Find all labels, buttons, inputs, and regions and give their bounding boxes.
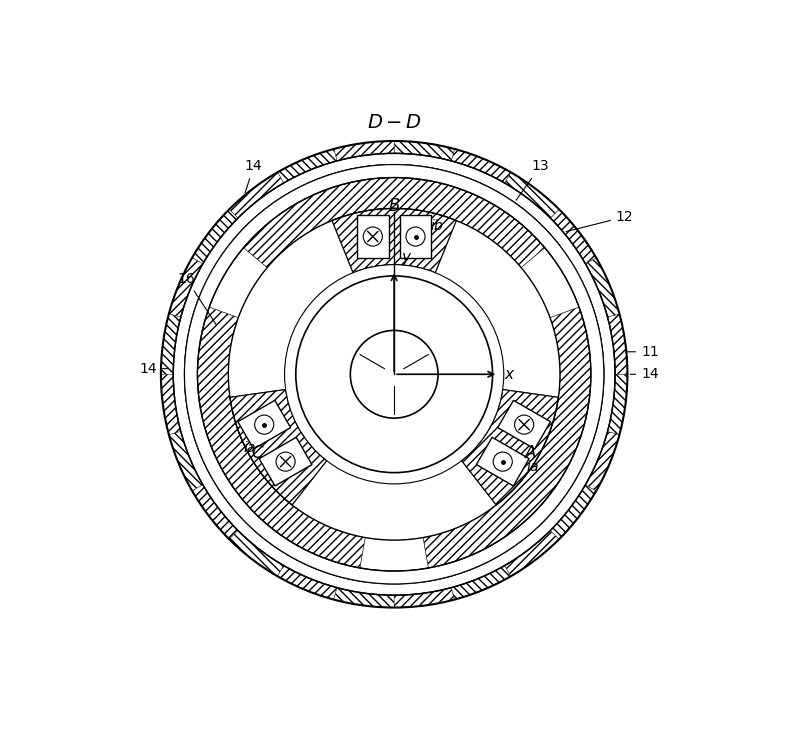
Wedge shape — [462, 390, 558, 505]
Wedge shape — [504, 172, 559, 218]
Text: $B$: $B$ — [388, 196, 400, 215]
Wedge shape — [394, 588, 455, 607]
Wedge shape — [277, 149, 337, 183]
Wedge shape — [169, 431, 203, 491]
Wedge shape — [334, 141, 394, 161]
Text: $D-D$: $D-D$ — [367, 113, 422, 132]
Text: $ia$: $ia$ — [526, 458, 540, 474]
Wedge shape — [521, 247, 579, 318]
Circle shape — [515, 415, 533, 434]
Text: $A$: $A$ — [524, 444, 537, 462]
Circle shape — [406, 227, 425, 246]
Polygon shape — [399, 215, 431, 258]
Wedge shape — [173, 153, 615, 595]
Wedge shape — [585, 258, 619, 317]
Circle shape — [285, 265, 504, 484]
Text: $x$: $x$ — [504, 366, 516, 382]
Text: 14: 14 — [245, 159, 262, 193]
Text: $ib$: $ib$ — [430, 218, 444, 233]
Wedge shape — [346, 277, 443, 334]
Wedge shape — [360, 537, 428, 571]
Wedge shape — [504, 531, 559, 576]
Circle shape — [229, 209, 560, 540]
Text: 13: 13 — [516, 159, 549, 200]
Wedge shape — [332, 209, 456, 272]
Circle shape — [276, 452, 295, 471]
Wedge shape — [418, 291, 491, 374]
Polygon shape — [259, 437, 312, 486]
Text: 14: 14 — [630, 367, 658, 381]
Polygon shape — [238, 400, 290, 449]
Text: $ia$: $ia$ — [243, 440, 257, 455]
Wedge shape — [585, 431, 619, 491]
Wedge shape — [332, 209, 456, 272]
Wedge shape — [192, 485, 238, 539]
Polygon shape — [476, 437, 529, 486]
Polygon shape — [357, 215, 388, 258]
Circle shape — [350, 331, 438, 418]
Text: 11: 11 — [627, 345, 658, 358]
Wedge shape — [277, 566, 337, 599]
Wedge shape — [184, 164, 589, 584]
Wedge shape — [298, 291, 371, 374]
Wedge shape — [452, 566, 511, 599]
Wedge shape — [192, 210, 238, 264]
Wedge shape — [161, 374, 180, 434]
Wedge shape — [394, 141, 455, 161]
Polygon shape — [498, 400, 550, 449]
Wedge shape — [608, 374, 627, 434]
Circle shape — [493, 452, 512, 471]
Wedge shape — [229, 164, 559, 253]
Wedge shape — [550, 485, 596, 539]
Wedge shape — [197, 307, 366, 568]
Wedge shape — [230, 390, 326, 505]
Text: 12: 12 — [566, 210, 634, 231]
Wedge shape — [608, 314, 627, 374]
Circle shape — [363, 227, 383, 246]
Wedge shape — [209, 247, 267, 318]
Wedge shape — [161, 314, 180, 374]
Wedge shape — [462, 390, 558, 505]
Wedge shape — [244, 177, 545, 268]
Wedge shape — [229, 172, 284, 218]
Wedge shape — [550, 210, 596, 264]
Wedge shape — [346, 415, 443, 471]
Wedge shape — [200, 164, 604, 584]
Wedge shape — [452, 149, 511, 183]
Wedge shape — [422, 296, 604, 582]
Wedge shape — [298, 374, 371, 458]
Circle shape — [255, 415, 273, 434]
Circle shape — [296, 276, 492, 472]
Wedge shape — [230, 390, 326, 505]
Wedge shape — [184, 245, 604, 584]
Text: 16: 16 — [177, 272, 217, 325]
Text: 14: 14 — [140, 361, 168, 376]
Wedge shape — [169, 258, 203, 317]
Text: $y$: $y$ — [401, 251, 412, 267]
Wedge shape — [423, 307, 591, 568]
Wedge shape — [229, 531, 284, 576]
Wedge shape — [334, 588, 394, 607]
Wedge shape — [418, 374, 491, 458]
Wedge shape — [184, 296, 367, 582]
Text: $C$: $C$ — [251, 444, 265, 462]
